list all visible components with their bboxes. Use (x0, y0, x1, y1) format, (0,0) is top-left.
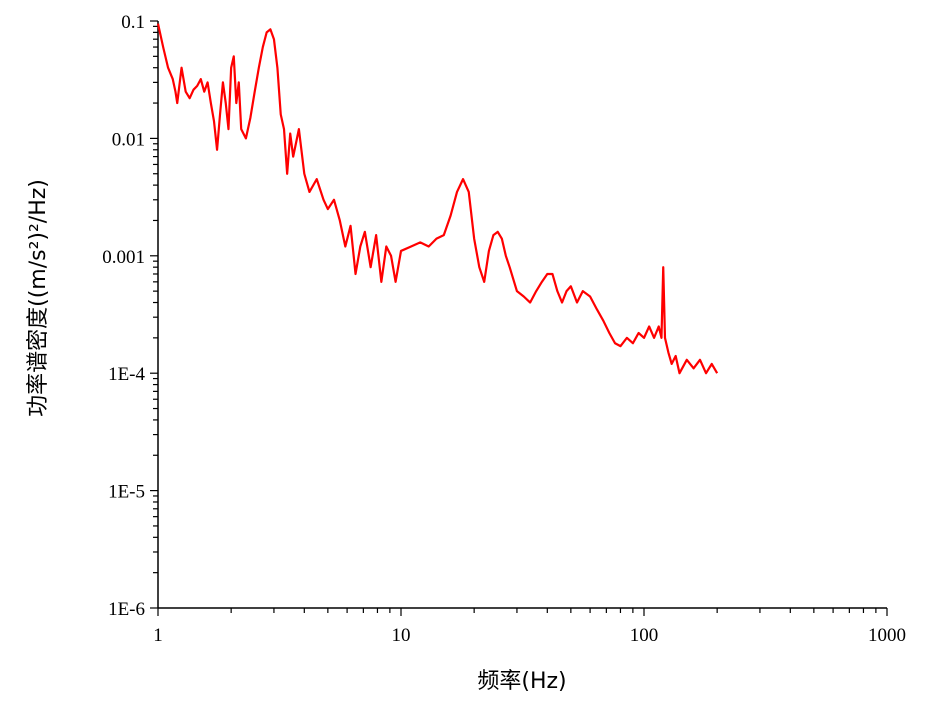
x-tick-label: 1 (153, 625, 163, 646)
axes: 1 10 100 1000 0.1 0.01 0.001 1E-4 1E-5 1E-6 (102, 12, 906, 646)
y-tick-label: 0.1 (121, 12, 145, 33)
series-layer (156, 23, 719, 375)
x-tick-label: 1000 (868, 625, 906, 646)
x-tick-label: 100 (630, 625, 659, 646)
y-tick-label: 1E-4 (108, 364, 145, 385)
psd-series-line (156, 23, 719, 375)
y-tick-label: 1E-6 (108, 599, 145, 620)
y-axis-title: 功率谱密度((m/s²)²/Hz) (26, 179, 51, 417)
x-tick-label: 10 (392, 625, 411, 646)
y-tick-label: 1E-5 (108, 482, 145, 503)
y-tick-label: 0.001 (102, 247, 145, 268)
x-axis-title: 频率(Hz) (477, 669, 566, 694)
y-tick-label: 0.01 (112, 129, 145, 150)
